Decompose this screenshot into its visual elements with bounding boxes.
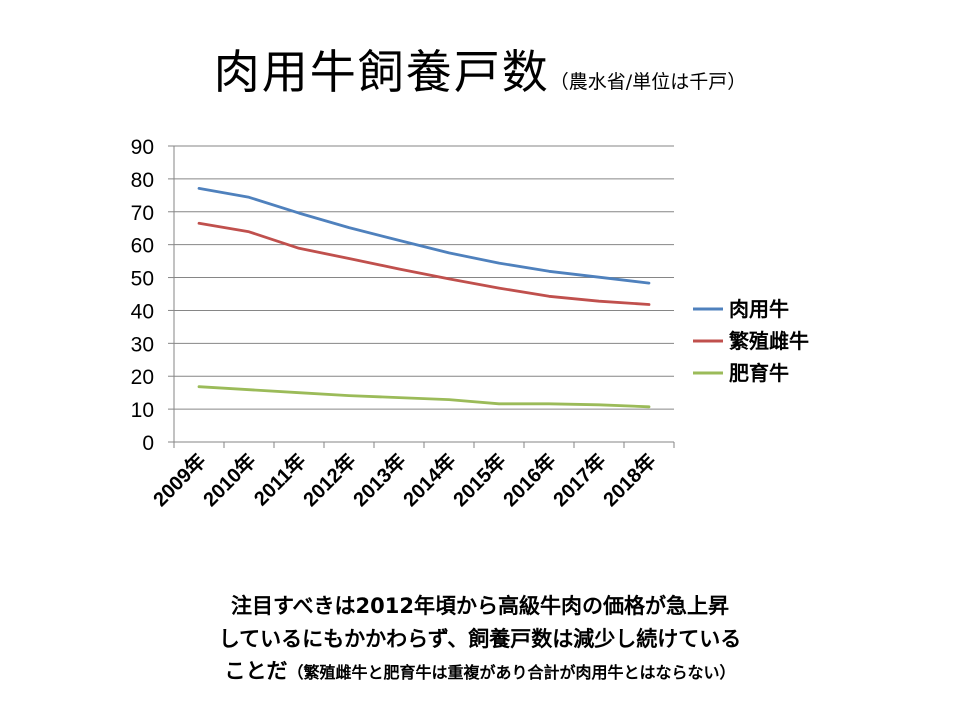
series-lines bbox=[197, 186, 651, 409]
y-tick-label: 30 bbox=[131, 333, 154, 356]
grid-lines bbox=[174, 145, 674, 410]
y-tick-label: 50 bbox=[131, 268, 154, 291]
y-axis-ticks: 0 10 20 30 40 50 60 70 80 90 bbox=[131, 136, 154, 455]
note-line-1: 注目すべきは2012年頃から高級牛肉の価格が急上昇 bbox=[231, 594, 729, 618]
axes bbox=[168, 145, 675, 448]
y-tick-label: 40 bbox=[131, 300, 154, 323]
legend-label: 肉用牛 bbox=[729, 297, 789, 321]
y-tick-label: 20 bbox=[131, 366, 154, 389]
y-tick-label: 70 bbox=[131, 202, 154, 225]
x-tick-label: 2017年 bbox=[548, 449, 611, 512]
title-main: 肉用牛飼養戸数 bbox=[213, 45, 550, 99]
x-tick-label: 2016年 bbox=[498, 449, 561, 512]
x-tick-label: 2015年 bbox=[448, 449, 511, 512]
x-tick-label: 2013年 bbox=[348, 449, 411, 512]
y-tick-label: 90 bbox=[131, 136, 154, 159]
y-tick-label: 80 bbox=[131, 169, 154, 192]
y-tick-label: 60 bbox=[131, 235, 154, 258]
legend-label: 肥育牛 bbox=[729, 361, 789, 385]
x-tick-label: 2012年 bbox=[298, 449, 361, 512]
x-axis-ticks: 2009年2010年2011年2012年2013年2014年2015年2016年… bbox=[148, 449, 661, 512]
note-line-3: ことだ（繁殖雌牛と肥育牛は重複があり合計が肉用牛とはならない） bbox=[0, 655, 960, 685]
note-line-3-small: （繁殖雌牛と肥育牛は重複があり合計が肉用牛とはならない） bbox=[287, 663, 736, 682]
y-tick-label: 10 bbox=[131, 399, 154, 422]
legend-label: 繁殖雌牛 bbox=[729, 329, 809, 353]
series-line-肉用牛 bbox=[197, 186, 651, 285]
note-line-3-main: ことだ bbox=[224, 659, 288, 683]
x-tick-label: 2010年 bbox=[198, 449, 261, 512]
chart-title: 肉用牛飼養戸数（農水省/単位は千戸） bbox=[0, 36, 960, 102]
x-tick-label: 2014年 bbox=[398, 449, 461, 512]
title-subtitle: （農水省/単位は千戸） bbox=[549, 71, 747, 93]
x-tick-label: 2009年 bbox=[148, 449, 211, 512]
note-line-2: しているにもかかわらず、飼養戸数は減少し続けている bbox=[218, 627, 742, 651]
series-line-肥育牛 bbox=[197, 385, 651, 409]
x-tick-label: 2018年 bbox=[598, 449, 661, 512]
y-tick-label: 0 bbox=[142, 432, 154, 455]
x-tick-label: 2011年 bbox=[249, 449, 311, 511]
series-line-繁殖雌牛 bbox=[197, 221, 651, 306]
